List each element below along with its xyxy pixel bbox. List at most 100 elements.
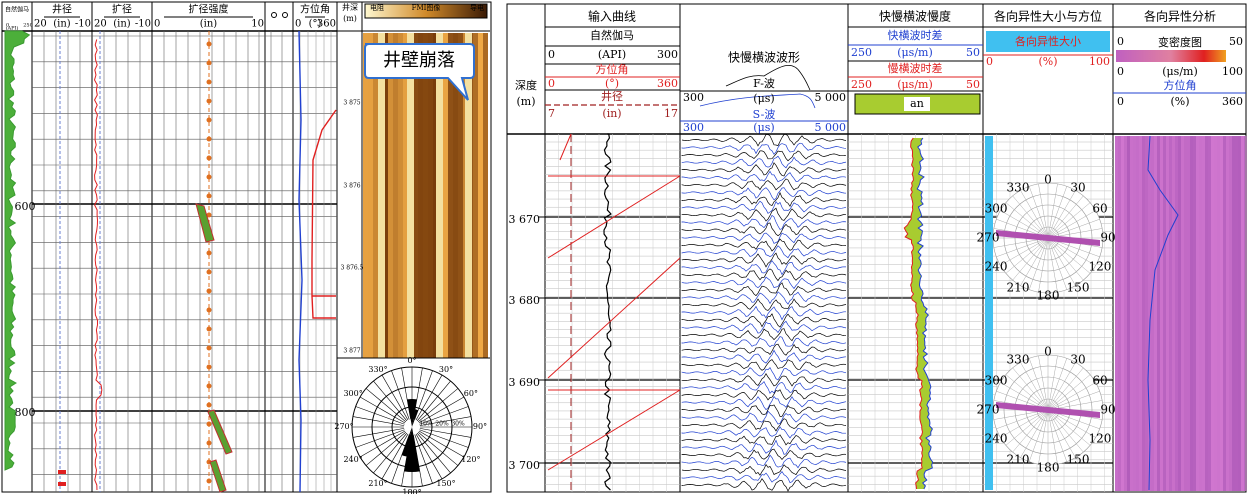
label: (%) xyxy=(1170,95,1189,108)
intensity-dot xyxy=(207,384,212,389)
label: 5 000 xyxy=(815,91,847,104)
label: 输入曲线 xyxy=(588,9,636,24)
rose-direction: 240° xyxy=(343,455,362,464)
label: 100 xyxy=(1089,55,1110,68)
vdl-strip xyxy=(1205,136,1208,491)
intensity-dot xyxy=(207,422,212,427)
label: 快慢横波慢度 xyxy=(879,9,951,24)
label: 自然伽马 xyxy=(590,28,634,42)
marker xyxy=(58,470,66,474)
label: -10 xyxy=(135,19,151,30)
vdl-strip xyxy=(1238,136,1241,491)
fmi-strip xyxy=(363,33,368,358)
label: (μs) xyxy=(753,121,774,134)
label: 300 xyxy=(683,91,704,104)
label: 0 xyxy=(548,77,555,90)
callout-text: 井壁崩落 xyxy=(383,50,455,71)
intensity-dot xyxy=(207,479,212,484)
vdl-strip xyxy=(1118,136,1121,491)
intensity-dot xyxy=(207,251,212,256)
vdl-strip xyxy=(1163,136,1166,491)
fmi-strip xyxy=(407,33,414,358)
vdl-strip xyxy=(1160,136,1163,491)
label: 50 xyxy=(966,46,980,59)
rose-direction: 120° xyxy=(461,455,480,464)
rose-direction: 180° xyxy=(402,488,421,494)
vdl-strip xyxy=(1226,136,1229,491)
label: 扩径强度 xyxy=(189,3,229,16)
label: (μs/m) xyxy=(897,78,933,91)
rose-direction: 270° xyxy=(334,422,353,431)
intensity-dot xyxy=(207,403,212,408)
label: 3 670 xyxy=(509,213,541,226)
label: 250 xyxy=(851,78,872,91)
label: 3 877 xyxy=(343,348,360,355)
rose-label: 240 xyxy=(985,260,1008,274)
intensity-dot xyxy=(207,99,212,104)
label: 快横波时差 xyxy=(888,28,943,42)
rose-label: 90 xyxy=(1100,403,1115,417)
label: 0 xyxy=(295,19,301,30)
vdl-strip xyxy=(1151,136,1154,491)
label: 快慢横波波形 xyxy=(728,51,800,65)
rose-label: 0 xyxy=(1044,173,1052,187)
rose-label: 60 xyxy=(1092,374,1107,388)
figure: 自然伽马0(API)250井径20(in)-10扩径20(in)-10扩径强度0… xyxy=(0,0,1248,494)
label: 100 xyxy=(1222,65,1243,78)
intensity-dot xyxy=(207,289,212,294)
rose-label: 150 xyxy=(1067,281,1090,295)
vdl-colorbar xyxy=(1116,50,1226,62)
label: 各向异性大小与方位 xyxy=(994,9,1102,24)
label: F-波 xyxy=(753,77,775,90)
label: 扩径 xyxy=(112,3,132,16)
label: 3 876 xyxy=(343,183,360,190)
rose-direction: 150° xyxy=(436,479,455,488)
label: (API) xyxy=(6,25,19,32)
label: (m) xyxy=(516,95,535,108)
label: 10 xyxy=(251,19,264,30)
rose-ring-label: 20% xyxy=(435,421,449,428)
rose-label: 330 xyxy=(1007,180,1030,194)
label: 各向异性分析 xyxy=(1144,9,1216,24)
vdl-strip xyxy=(1217,136,1220,491)
fmi-strip xyxy=(473,33,478,358)
label: 5 000 xyxy=(815,121,847,134)
rose-direction: 90° xyxy=(473,422,487,431)
label: 各向异性大小 xyxy=(1015,34,1081,48)
rose-label: 90 xyxy=(1100,231,1115,245)
fmi-strip xyxy=(418,33,423,358)
intensity-dot xyxy=(207,327,212,332)
fmi-strip xyxy=(436,33,443,358)
label: an xyxy=(910,97,924,110)
vdl-strip xyxy=(1199,136,1202,491)
vdl-strip xyxy=(1121,136,1124,491)
fmi-strip xyxy=(388,33,393,358)
vdl-strip xyxy=(1136,136,1139,491)
rose-label: 120 xyxy=(1089,432,1112,446)
vdl-strip xyxy=(1202,136,1205,491)
label: FMI图像 xyxy=(412,3,441,12)
label: (in) xyxy=(200,19,218,30)
label: 0 xyxy=(1117,35,1124,48)
rose-direction: 330° xyxy=(368,365,387,374)
label: (μs) xyxy=(753,92,774,105)
rose-label: 300 xyxy=(985,202,1008,216)
fmi-strip xyxy=(378,33,385,358)
label: 方位角 xyxy=(300,3,330,16)
vdl-strip xyxy=(1172,136,1175,491)
intensity-dot xyxy=(207,175,212,180)
label: 井径 xyxy=(601,89,623,103)
fmi-strip xyxy=(393,33,398,358)
label: 0 xyxy=(1117,65,1124,78)
label: 360 xyxy=(1222,95,1243,108)
label: 3 700 xyxy=(509,459,541,472)
label: 井径 xyxy=(52,3,72,16)
label: (μs/m) xyxy=(1162,65,1198,78)
label: 20 xyxy=(34,19,47,30)
rose-label: 120 xyxy=(1089,260,1112,274)
rose-label: 270 xyxy=(977,231,1000,245)
rose-ring-label: 30% xyxy=(451,421,465,428)
rose-direction: 30° xyxy=(439,365,453,374)
label: 电阻 xyxy=(370,3,384,12)
label: 250 xyxy=(23,23,33,29)
